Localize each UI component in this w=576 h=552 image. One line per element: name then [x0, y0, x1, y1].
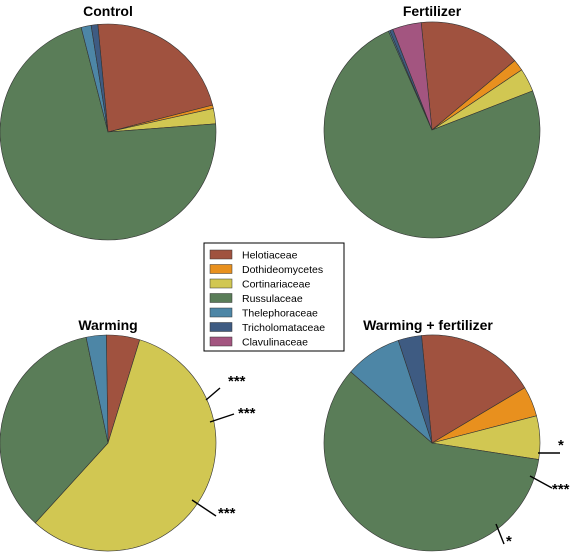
pie-fertilizer	[324, 22, 540, 238]
pie-warming-fertilizer	[324, 335, 540, 551]
leader-line	[192, 500, 216, 516]
significance-label: ***	[228, 373, 246, 390]
leader-line	[530, 476, 552, 488]
chart-title-warming-fertilizer: Warming + fertilizer	[363, 317, 493, 333]
legend-label: Russulaceae	[242, 293, 303, 305]
legend-label: Dothideomycetes	[242, 264, 323, 276]
legend-label: Helotiaceae	[242, 250, 298, 262]
significance-label: ***	[552, 481, 570, 498]
chart-title-warming: Warming	[78, 317, 137, 333]
legend-label: Clavulinaceae	[242, 337, 308, 349]
legend-swatch	[210, 250, 232, 259]
legend-swatch	[210, 279, 232, 288]
legend-swatch	[210, 265, 232, 274]
pie-warming	[0, 335, 216, 551]
significance-label: *	[506, 533, 512, 550]
legend-swatch	[210, 323, 232, 332]
chart-title-fertilizer: Fertilizer	[403, 3, 462, 19]
significance-label: *	[558, 437, 564, 454]
legend-swatch	[210, 294, 232, 303]
legend-label: Tricholomataceae	[242, 322, 325, 334]
significance-label: ***	[238, 405, 256, 422]
legend-swatch	[210, 308, 232, 317]
leader-line	[210, 414, 234, 422]
significance-label: ***	[218, 505, 236, 522]
chart-title-control: Control	[83, 3, 133, 19]
legend: Helotiaceae Dothideomycetes Cortinariace…	[204, 243, 344, 351]
leader-line	[206, 388, 220, 400]
legend-label: Thelephoraceae	[242, 308, 318, 320]
legend-swatch	[210, 337, 232, 346]
pie-control	[0, 24, 216, 240]
legend-label: Cortinariaceae	[242, 279, 310, 291]
